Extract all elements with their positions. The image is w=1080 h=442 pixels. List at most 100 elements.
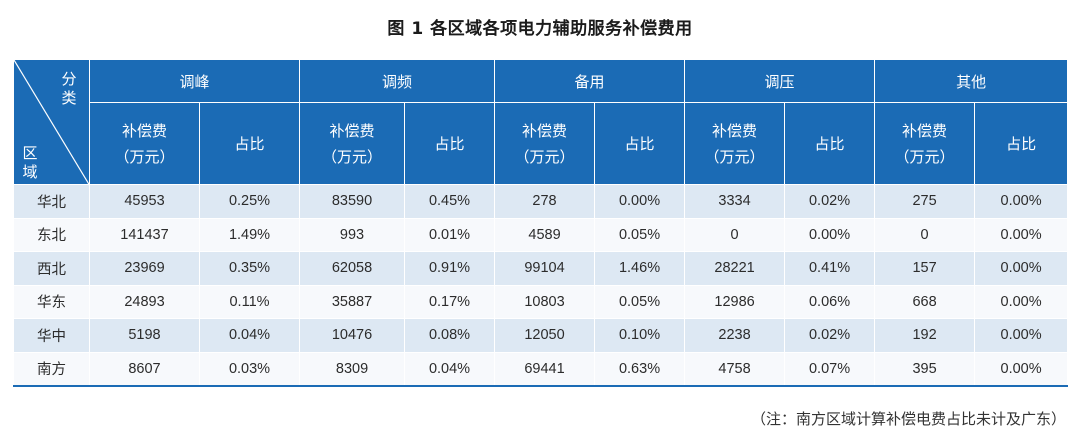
ratio-cell: 0.41% (784, 251, 876, 286)
table-row: 西北 23969 0.35% 62058 0.91% 99104 1.46% 28221 0.4… (13, 251, 1069, 286)
category-header: 其他 (874, 59, 1069, 103)
table-row: 华东 24893 0.11% 35887 0.17% 10803 0.05% 12986 0.0… (13, 284, 1069, 319)
fee-cell: 8309 (299, 351, 406, 387)
fee-column-header: 补偿费 （万元） (494, 102, 596, 185)
corner-region-label: 区域 (22, 144, 38, 181)
fee-header-line: 补偿费 (712, 121, 758, 140)
table-row: 南方 8607 0.03% 8309 0.04% 69441 0.63% 4758 0.07% 3… (13, 351, 1069, 387)
fee-cell: 0 (874, 217, 976, 252)
fee-unit-line: （万元） (894, 147, 955, 166)
ratio-cell: 0.01% (404, 217, 496, 252)
ratio-cell: 0.00% (784, 217, 876, 252)
ratio-cell: 0.03% (198, 351, 301, 387)
fee-header-line: 补偿费 (902, 121, 948, 140)
corner-category-label: 分类 (61, 70, 77, 107)
fee-column-header: 补偿费 （万元） (874, 102, 976, 185)
ratio-cell: 0.07% (784, 351, 876, 387)
ratio-cell: 0.02% (784, 184, 876, 219)
ratio-cell: 0.00% (974, 284, 1069, 319)
fee-unit-line: （万元） (704, 147, 765, 166)
ratio-cell: 0.00% (594, 184, 686, 219)
fee-cell: 10476 (299, 318, 406, 353)
fee-column-header: 补偿费 （万元） (89, 102, 200, 185)
ratio-cell: 0.00% (974, 184, 1069, 219)
corner-header-cell: 分类 区域 (13, 59, 90, 186)
fee-cell: 10803 (494, 284, 596, 319)
fee-unit-line: （万元） (322, 147, 383, 166)
fee-column-header: 补偿费 （万元） (299, 102, 406, 185)
fee-column-header: 补偿费 （万元） (684, 102, 786, 185)
fee-header-line: 补偿费 (121, 121, 167, 140)
figure-title: 图 1 各区域各项电力辅助服务补偿费用 (387, 19, 693, 39)
ratio-cell: 0.00% (974, 351, 1069, 387)
ratio-cell: 0.08% (404, 318, 496, 353)
fee-cell: 99104 (494, 251, 596, 286)
ratio-cell: 0.63% (594, 351, 686, 387)
ratio-cell: 0.17% (404, 284, 496, 319)
fee-cell: 0 (684, 217, 786, 252)
region-cell: 华东 (13, 284, 90, 319)
fee-cell: 83590 (299, 184, 406, 219)
ratio-cell: 0.04% (198, 318, 301, 353)
footnote: （注：南方区域计算补偿电费占比未计及广东） (750, 410, 1066, 428)
category-header: 调压 (684, 59, 876, 103)
ratio-column-header: 占比 (404, 102, 496, 185)
fee-cell: 157 (874, 251, 976, 286)
fee-cell: 28221 (684, 251, 786, 286)
fee-cell: 2238 (684, 318, 786, 353)
region-cell: 华北 (13, 184, 90, 219)
ratio-cell: 1.46% (594, 251, 686, 286)
category-header: 调频 (299, 59, 496, 103)
fee-header-line: 补偿费 (329, 121, 375, 140)
ratio-cell: 0.35% (198, 251, 301, 286)
ratio-cell: 0.05% (594, 284, 686, 319)
table-row: 华中 5198 0.04% 10476 0.08% 12050 0.10% 2238 0.02%… (13, 318, 1069, 353)
compensation-table: 分类 区域 调峰 调频 备用 调压 其他 补偿费 （万元） 占比 补偿费 （万元） 占比补… (13, 59, 1069, 387)
ratio-cell: 0.11% (198, 284, 301, 319)
fee-cell: 275 (874, 184, 976, 219)
fee-cell: 278 (494, 184, 596, 219)
ratio-cell: 0.04% (404, 351, 496, 387)
fee-cell: 12986 (684, 284, 786, 319)
fee-cell: 12050 (494, 318, 596, 353)
fee-unit-line: （万元） (514, 147, 575, 166)
fee-cell: 192 (874, 318, 976, 353)
fee-cell: 35887 (299, 284, 406, 319)
region-cell: 西北 (13, 251, 90, 286)
fee-cell: 24893 (89, 284, 200, 319)
ratio-column-header: 占比 (594, 102, 686, 185)
fee-cell: 3334 (684, 184, 786, 219)
ratio-cell: 0.45% (404, 184, 496, 219)
fee-cell: 8607 (89, 351, 200, 387)
category-header: 调峰 (88, 59, 301, 103)
fee-cell: 141437 (89, 217, 200, 252)
ratio-cell: 0.00% (974, 217, 1069, 252)
fee-unit-line: （万元） (114, 147, 175, 166)
fee-cell: 395 (874, 351, 976, 387)
fee-header-line: 补偿费 (522, 121, 568, 140)
ratio-cell: 0.25% (198, 184, 301, 219)
region-cell: 东北 (13, 217, 90, 252)
ratio-cell: 0.05% (594, 217, 686, 252)
ratio-cell: 0.00% (974, 251, 1069, 286)
fee-cell: 45953 (89, 184, 200, 219)
fee-cell: 4589 (494, 217, 596, 252)
table-row: 东北 141437 1.49% 993 0.01% 4589 0.05% 0 0.00% 0 0.0… (13, 217, 1069, 252)
fee-cell: 69441 (494, 351, 596, 387)
fee-cell: 62058 (299, 251, 406, 286)
ratio-column-header: 占比 (784, 102, 876, 185)
ratio-cell: 0.06% (784, 284, 876, 319)
ratio-cell: 0.91% (404, 251, 496, 286)
table-row: 华北 45953 0.25% 83590 0.45% 278 0.00% 3334 0.02% 2… (13, 184, 1069, 219)
fee-cell: 4758 (684, 351, 786, 387)
ratio-column-header: 占比 (974, 102, 1069, 185)
fee-cell: 993 (299, 217, 406, 252)
ratio-cell: 0.00% (974, 318, 1069, 353)
region-cell: 华中 (13, 318, 90, 353)
fee-cell: 668 (874, 284, 976, 319)
fee-cell: 23969 (89, 251, 200, 286)
ratio-cell: 0.10% (594, 318, 686, 353)
ratio-column-header: 占比 (198, 102, 301, 185)
ratio-cell: 1.49% (198, 217, 301, 252)
category-header: 备用 (494, 59, 686, 103)
